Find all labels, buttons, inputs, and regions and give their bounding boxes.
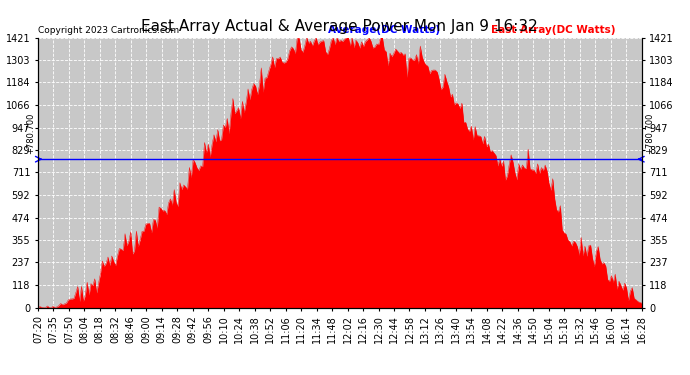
Text: +780.700: +780.700 — [644, 112, 653, 154]
Title: East Array Actual & Average Power Mon Jan 9 16:32: East Array Actual & Average Power Mon Ja… — [141, 19, 538, 34]
Text: Copyright 2023 Cartronics.com: Copyright 2023 Cartronics.com — [38, 26, 179, 35]
Text: +780.700: +780.700 — [26, 112, 35, 154]
Text: East Array(DC Watts): East Array(DC Watts) — [491, 25, 615, 35]
Text: Average(DC Watts): Average(DC Watts) — [328, 25, 440, 35]
